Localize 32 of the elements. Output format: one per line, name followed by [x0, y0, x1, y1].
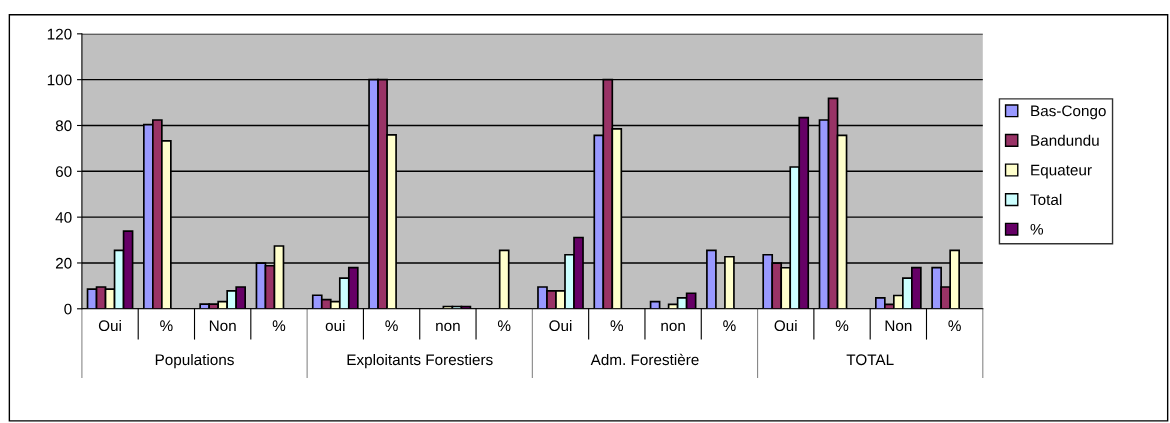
x-tick-label: Oui	[549, 319, 572, 332]
text: Exploitants Forestiers	[347, 353, 493, 369]
y-tick-label: 0	[64, 303, 72, 315]
y-tick-label: 20	[55, 257, 72, 269]
y-tick-label: 40	[55, 212, 72, 223]
x-tick-label: %	[610, 320, 624, 332]
text: TOTAL	[846, 354, 894, 366]
x-tick-label: non	[436, 322, 460, 332]
x-tick-label: Non	[885, 320, 912, 332]
legend-label: %	[1030, 223, 1044, 235]
y-tick-label: 120	[47, 28, 72, 40]
legend-label: Bas-Congo	[1031, 105, 1106, 120]
y-tick-label: 80	[55, 120, 72, 132]
x-tick-label: Non	[209, 320, 236, 332]
x-tick-label: %	[948, 320, 961, 332]
x-tick-label: %	[723, 320, 736, 332]
x-tick-label: oui	[325, 319, 345, 332]
x-tick-label: non	[661, 322, 685, 332]
x-tick-label: %	[272, 320, 286, 332]
legend-label: Equateur	[1031, 164, 1092, 179]
x-tick-label: %	[160, 320, 173, 332]
x-tick-label: %	[497, 320, 511, 332]
legend-label: Total	[1030, 193, 1062, 206]
x-tick-label: Oui	[774, 319, 797, 332]
text: Populations	[155, 353, 234, 369]
x-tick-label: Oui	[98, 319, 121, 332]
text: Adm. Forestière	[590, 353, 699, 366]
x-tick-label: %	[385, 320, 398, 332]
x-tick-label: %	[835, 320, 849, 332]
y-tick-label: 60	[55, 166, 72, 177]
y-tick-label: 100	[47, 74, 72, 86]
legend-label: Bandundu	[1031, 134, 1099, 146]
